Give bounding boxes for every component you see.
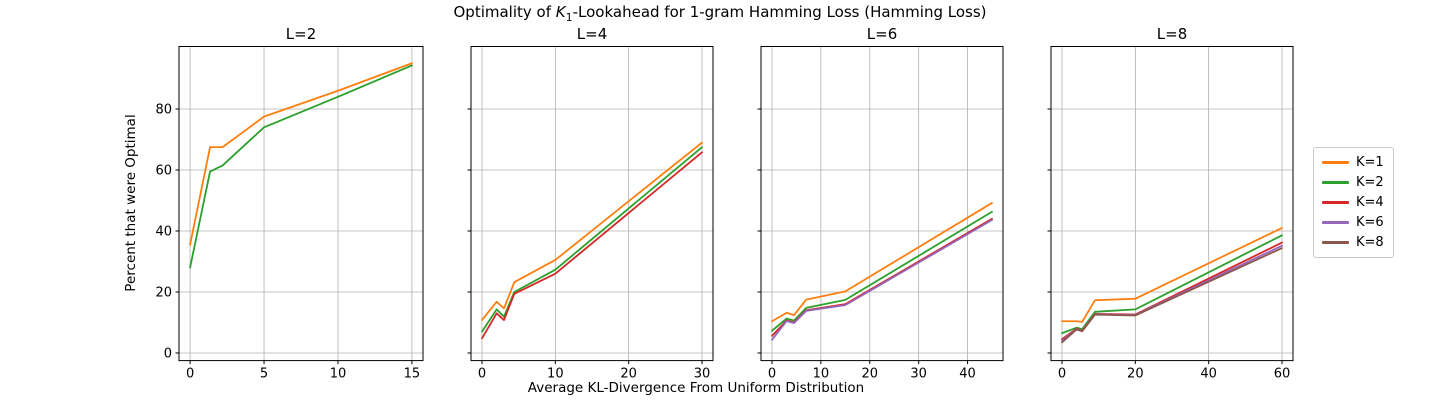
x-tick-label: 20	[1127, 367, 1144, 382]
x-tick-label: 10	[813, 367, 830, 382]
legend-line-swatch	[1322, 181, 1349, 184]
legend-item-k4: K=4	[1322, 195, 1384, 210]
y-tick-label: 40	[155, 224, 172, 239]
series-line-k8	[1061, 247, 1283, 344]
axes-frame	[470, 46, 714, 362]
series-line-k1	[189, 62, 413, 246]
x-tick-label: 30	[910, 367, 927, 382]
x-tick-label: 40	[1200, 367, 1217, 382]
axes-frame	[1050, 46, 1294, 362]
figure-title-suffix: -Lookahead for 1-gram Hamming Loss (Hamm…	[572, 3, 987, 21]
panel-title-l6: L=6	[866, 25, 898, 43]
x-tick-label: 0	[768, 367, 776, 382]
series-line-k1	[1061, 227, 1283, 323]
legend-label: K=8	[1356, 235, 1384, 250]
legend: K=1 K=2 K=4 K=6 K=8	[1313, 147, 1394, 258]
series-line-k6	[771, 219, 993, 341]
y-tick-label: 80	[155, 103, 172, 118]
legend-item-k6: K=6	[1322, 215, 1384, 230]
x-tick-label: 0	[1058, 367, 1066, 382]
series-line-k1	[771, 202, 993, 323]
panel-title-l2: L=2	[285, 25, 317, 43]
series-line-k2	[481, 146, 703, 333]
y-tick-label: 20	[155, 285, 172, 300]
legend-label: K=4	[1356, 195, 1384, 210]
legend-label: K=2	[1356, 175, 1384, 190]
figure-title-prefix: Optimality of	[453, 3, 556, 21]
axes-frame	[178, 46, 424, 362]
axes-frame	[760, 46, 1004, 362]
x-tick-label: 0	[478, 367, 486, 382]
figure-title-subscript: 1	[565, 11, 573, 24]
series-line-k2	[189, 64, 413, 269]
x-axis-label: Average KL-Divergence From Uniform Distr…	[527, 380, 865, 396]
x-tick-label: 30	[694, 367, 711, 382]
legend-line-swatch	[1322, 241, 1349, 244]
series-line-k4	[481, 151, 703, 340]
panel-title-l8: L=8	[1156, 25, 1188, 43]
x-tick-label: 10	[547, 367, 564, 382]
legend-item-k8: K=8	[1322, 235, 1384, 250]
series-line-k2	[1061, 234, 1283, 335]
series-line-k2	[771, 210, 993, 332]
x-tick-label: 0	[186, 367, 194, 382]
legend-label: K=1	[1356, 155, 1384, 170]
figure-title-math-k: K	[555, 3, 566, 21]
y-tick-label: 0	[164, 346, 172, 361]
x-tick-label: 5	[260, 367, 268, 382]
x-tick-label: 40	[959, 367, 976, 382]
x-tick-label: 20	[620, 367, 637, 382]
legend-line-swatch	[1322, 221, 1349, 224]
figure-title: Optimality of K1-Lookahead for 1-gram Ha…	[0, 3, 1440, 24]
legend-item-k1: K=1	[1322, 155, 1384, 170]
x-tick-label: 60	[1274, 367, 1291, 382]
legend-item-k2: K=2	[1322, 175, 1384, 190]
panel-title-l4: L=4	[576, 25, 608, 43]
legend-label: K=6	[1356, 215, 1384, 230]
y-tick-label: 60	[155, 164, 172, 179]
series-line-k1	[481, 141, 703, 321]
x-tick-label: 15	[404, 367, 421, 382]
x-tick-label: 20	[862, 367, 879, 382]
x-tick-label: 10	[330, 367, 347, 382]
legend-line-swatch	[1322, 201, 1349, 204]
legend-line-swatch	[1322, 161, 1349, 164]
series-line-k6	[1061, 244, 1283, 342]
